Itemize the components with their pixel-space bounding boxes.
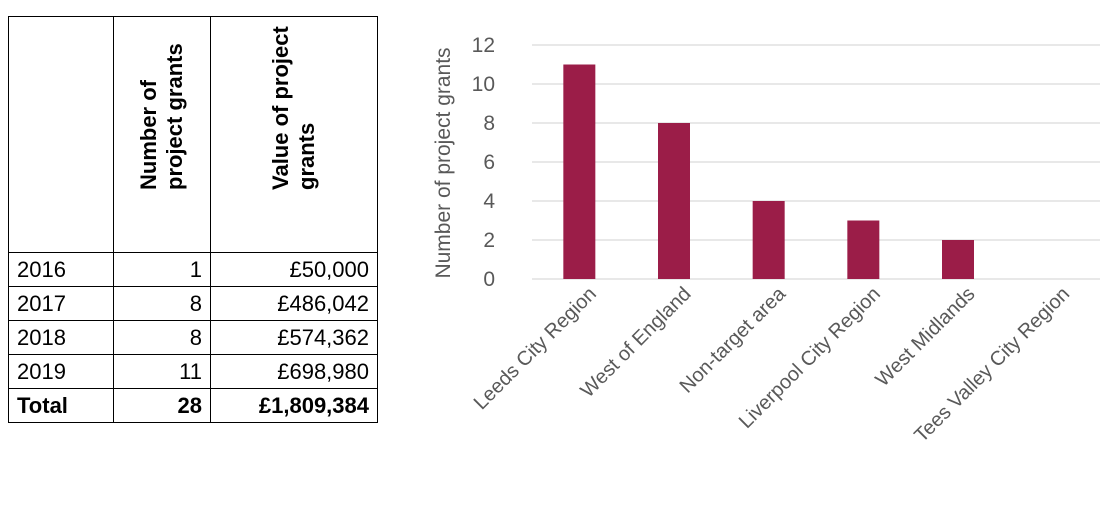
cell-year: 2018 [8, 320, 114, 355]
table-row: 2016 1 £50,000 [8, 252, 378, 287]
cell-year: 2019 [8, 354, 114, 389]
x-tick-label: Tees Valley City Region [910, 283, 1074, 447]
total-number: 28 [113, 388, 211, 423]
y-tick-label: 12 [472, 34, 495, 57]
header-number-line-2: project grants [162, 43, 187, 190]
bars [563, 64, 974, 279]
cell-year: 2016 [8, 252, 114, 287]
y-axis-ticks: 0 2 4 6 8 10 12 [472, 34, 496, 291]
cell-number: 1 [113, 252, 211, 287]
cell-number: 8 [113, 320, 211, 355]
y-tick-label: 4 [483, 190, 495, 213]
x-tick-label: West Midlands [871, 283, 979, 391]
header-value-line-2: grants [294, 122, 319, 190]
bar [847, 220, 880, 279]
bar [752, 201, 785, 279]
total-value: £1,809,384 [210, 388, 378, 423]
grant-table: Number of project grants Value of projec… [8, 16, 378, 423]
y-axis-title: Number of project grants [432, 47, 455, 278]
bar [563, 64, 596, 279]
header-number-of-grants: Number of project grants [113, 16, 211, 253]
y-tick-label: 0 [483, 268, 495, 291]
table-row: 2018 8 £574,362 [8, 320, 378, 355]
header-value-of-grants: Value of project grants [210, 16, 378, 253]
cell-value: £50,000 [210, 252, 378, 287]
cell-number: 8 [113, 286, 211, 321]
header-blank [8, 16, 114, 253]
header-value-line-1: Value of project [268, 26, 293, 190]
y-tick-label: 2 [483, 229, 495, 252]
header-number-line-1: Number of [136, 80, 161, 190]
gridlines [532, 44, 1100, 280]
table-row: 2019 11 £698,980 [8, 354, 378, 389]
y-tick-label: 6 [483, 151, 495, 174]
y-tick-label: 10 [472, 73, 495, 96]
y-tick-label: 8 [483, 112, 495, 135]
cell-year: 2017 [8, 286, 114, 321]
table-row: 2017 8 £486,042 [8, 286, 378, 321]
cell-value: £574,362 [210, 320, 378, 355]
total-label: Total [8, 388, 114, 423]
cell-value: £486,042 [210, 286, 378, 321]
x-tick-label: Leeds City Region [470, 283, 601, 414]
cell-number: 11 [113, 354, 211, 389]
table-total-row: Total 28 £1,809,384 [8, 388, 378, 423]
bar [942, 240, 974, 279]
bar [658, 123, 690, 279]
cell-value: £698,980 [210, 354, 378, 389]
table-header-row: Number of project grants Value of projec… [8, 16, 378, 253]
